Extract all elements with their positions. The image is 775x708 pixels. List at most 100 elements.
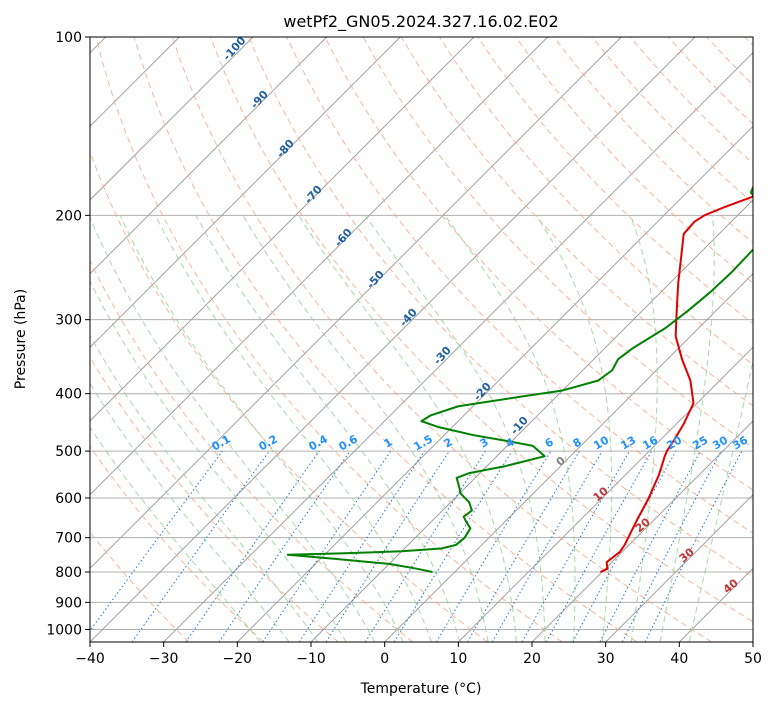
- moist-adiabat-line: [536, 215, 613, 642]
- moist-adiabat-line: [90, 426, 261, 642]
- dry-adiabat-line: [171, 37, 712, 642]
- isotherm-line: [90, 37, 549, 496]
- y-tick-label: 200: [55, 208, 82, 224]
- dry-adiabat-line: [248, 37, 753, 578]
- isotherm-line: [384, 272, 753, 642]
- isotherm-line: [531, 420, 753, 642]
- y-tick-label: 600: [55, 491, 82, 507]
- dry-adiabat-line: [515, 37, 753, 284]
- moist-adiabat-line: [242, 215, 489, 642]
- dry-adiabat-line: [744, 37, 753, 47]
- y-axis-label: Pressure (hPa): [13, 289, 29, 389]
- x-axis: −40 −30 −20 −10 0 10 20 30 40 50: [75, 642, 762, 667]
- dry-adiabat-label: -20: [471, 380, 494, 404]
- dry-adiabat-line: [95, 37, 563, 642]
- dry-adiabat-line: [90, 356, 339, 642]
- mixing-ratio-line: [325, 450, 450, 642]
- dry-adiabat-line: [90, 445, 264, 642]
- isotherm-line: [90, 37, 475, 422]
- moist-adiabat-line: [629, 215, 658, 642]
- dry-adiabat-line: [553, 37, 753, 244]
- mixing-ratio-label: 36: [730, 433, 750, 452]
- moist-adiabat-label: 30: [677, 545, 697, 565]
- mixing-ratio-line: [545, 450, 653, 642]
- mixing-ratio-label: 0.6: [337, 432, 361, 453]
- isotherm-line: [90, 37, 254, 201]
- y-tick-label: 800: [55, 565, 82, 581]
- moist-adiabat-line: [364, 215, 546, 642]
- mixing-ratio-line: [298, 450, 425, 642]
- dewpoint-profile: [286, 184, 753, 574]
- mixing-ratio-line: [435, 450, 552, 642]
- mixing-ratio-label: 0.1: [210, 432, 233, 453]
- isotherm-line: [236, 125, 753, 642]
- annotation-labels: -100-90-80-70-60-50-40-30-20-100.1 0.2 0.4…: [210, 34, 751, 596]
- y-tick-label: 700: [55, 531, 82, 547]
- mixing-ratio-label: 16: [640, 433, 660, 452]
- temperature-profile: [600, 195, 753, 573]
- dry-adiabat-label: -30: [431, 344, 454, 368]
- dry-adiabat-label: -40: [397, 306, 420, 330]
- dry-adiabat-line: [477, 37, 753, 325]
- mixing-ratio-line: [599, 450, 701, 642]
- dry-adiabat-label: -90: [248, 88, 271, 112]
- mixing-ratio-label: 8: [571, 435, 584, 450]
- y-tick-label: 500: [55, 444, 82, 460]
- plot-frame: [89, 36, 754, 643]
- mixing-ratio-line: [262, 450, 392, 642]
- dry-adiabat-label: -50: [364, 268, 387, 292]
- moist-adiabat-line: [90, 382, 290, 642]
- moist-adiabat-line: [90, 334, 319, 642]
- mixing-ratio-label: 0.4: [307, 432, 331, 453]
- isotherm-line: [90, 37, 696, 642]
- mixing-ratio-line: [393, 450, 513, 642]
- plot-area: [90, 37, 753, 642]
- x-tick-label: −30: [149, 651, 179, 667]
- dry-adiabat-label: -80: [274, 137, 297, 161]
- x-tick-label: 50: [744, 651, 762, 667]
- dry-adiabat-line: [210, 37, 753, 623]
- x-tick-label: 10: [449, 651, 467, 667]
- y-tick-label: 900: [55, 595, 82, 611]
- mixing-ratio-line: [90, 450, 223, 632]
- isotherm-line: [90, 37, 328, 275]
- x-tick-label: 30: [597, 651, 615, 667]
- x-tick-label: 0: [380, 651, 389, 667]
- moist-adiabat-label: 20: [633, 515, 653, 535]
- isotherm-line: [457, 346, 753, 642]
- moist-adiabat-line: [90, 280, 347, 642]
- y-tick-label: 300: [55, 313, 82, 329]
- mixing-ratio-label: 25: [690, 434, 710, 453]
- dry-adiabat-label: -60: [332, 226, 355, 250]
- dry-adiabat-label: -10: [508, 414, 531, 438]
- dry-adiabat-line: [90, 259, 414, 642]
- isotherm-line: [752, 641, 753, 642]
- isotherm-line: [163, 51, 753, 642]
- x-axis-label: Temperature (°C): [360, 681, 482, 697]
- mixing-ratio-label: 1.5: [412, 432, 435, 453]
- y-tick-label: 400: [55, 387, 82, 403]
- moist-adiabat-line: [659, 215, 715, 642]
- dry-adiabat-line: [706, 37, 753, 86]
- y-axis: 1000 900 800 700 600 500 400 300 200 100: [46, 30, 90, 638]
- dry-adiabat-label: -100: [220, 34, 248, 63]
- chart-title: wetPf2_GN05.2024.327.16.02.E02: [283, 12, 558, 32]
- moist-adiabat-line: [195, 215, 461, 642]
- mixing-ratio-line: [131, 450, 270, 642]
- y-tick-label: 1000: [46, 622, 82, 638]
- isotherm-line: [90, 37, 622, 570]
- mixing-ratio-line: [644, 450, 743, 642]
- moist-adiabat-line: [119, 215, 404, 642]
- mixing-ratio-line: [218, 450, 351, 642]
- x-tick-label: −20: [223, 651, 253, 667]
- mixing-ratio-line: [521, 450, 630, 642]
- mixing-ratio-line: [185, 450, 320, 642]
- moist-adiabat-line: [155, 215, 432, 642]
- isotherm-line: [90, 37, 401, 349]
- dry-adiabat-line: [90, 150, 488, 642]
- mixing-ratio-label: 6: [543, 435, 556, 450]
- moist-adiabat-line: [444, 215, 576, 642]
- isotherm-line: [678, 567, 753, 642]
- dry-adiabat-line: [286, 37, 753, 534]
